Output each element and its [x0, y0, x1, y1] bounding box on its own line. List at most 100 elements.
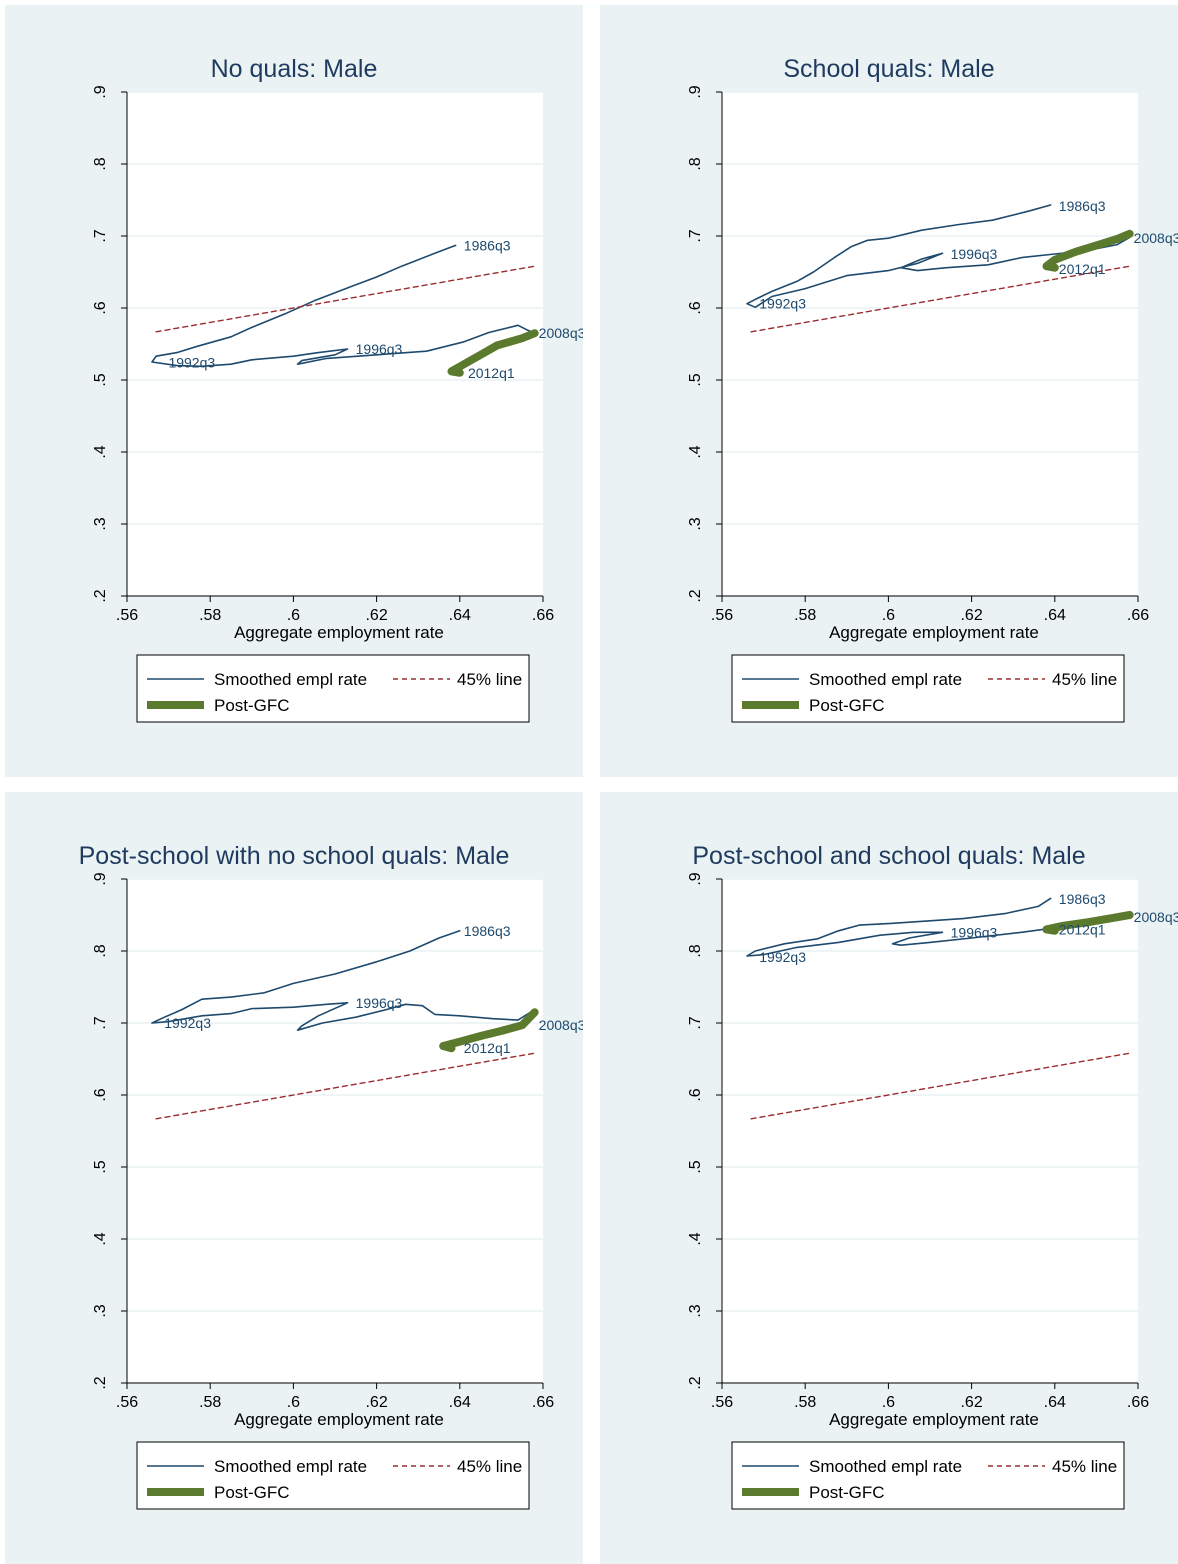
x-tick-label: .66	[532, 607, 554, 624]
legend-label-postgfc: Post-GFC	[214, 696, 290, 715]
point-label: 2012q1	[1059, 921, 1106, 937]
y-tick-label: .6	[92, 1088, 109, 1101]
legend-label-postgfc: Post-GFC	[809, 1483, 885, 1502]
chart-svg: .2 .3 .4 .5 .6 .7 .8 .9 .56 .58 .6 .62 .64 .66 Aggrega…	[687, 85, 1178, 723]
chart-panel-3: Post-school with no school quals: Male .…	[5, 792, 583, 1564]
y-tick-label: .6	[687, 301, 704, 314]
chart-title: No quals: Male	[210, 55, 378, 83]
point-label: 1996q3	[356, 995, 403, 1011]
chart-svg: .2 .3 .4 .5 .6 .7 .8 .9 .56 .58 .6 .62 .64 .66 Aggrega…	[687, 872, 1178, 1510]
legend-label-smoothed: Smoothed empl rate	[214, 670, 367, 689]
point-label: 1996q3	[356, 341, 403, 357]
chart-panel-2: School quals: Male .2 .3 .4 .5 .6 .7 .8 .9 .56 .5…	[600, 5, 1178, 777]
legend-box	[731, 1441, 1125, 1510]
x-tick-label: .58	[199, 1394, 221, 1411]
point-label: 2008q3	[539, 1017, 583, 1033]
y-tick-label: .6	[687, 1088, 704, 1101]
point-label: 1986q3	[1059, 198, 1106, 214]
line-45	[750, 1052, 1131, 1120]
smoothed-line	[151, 244, 536, 368]
legend-label-postgfc: Post-GFC	[809, 696, 885, 715]
y-tick-label: .4	[92, 1232, 109, 1245]
y-tick-label: .7	[92, 229, 109, 242]
x-tick-label: .58	[794, 607, 816, 624]
x-tick-label: .66	[1127, 607, 1149, 624]
legend-label-45: 45% line	[1052, 1457, 1117, 1476]
post-gfc-line	[1042, 229, 1134, 272]
y-tick-label: .8	[92, 944, 109, 957]
x-tick-label: .64	[1044, 1394, 1066, 1411]
point-label: 1992q3	[759, 949, 806, 965]
x-tick-label: .64	[449, 1394, 471, 1411]
y-tick-label: .5	[92, 373, 109, 386]
line-45	[155, 265, 536, 333]
plot-area	[127, 879, 543, 1383]
x-tick-label: .62	[365, 1394, 387, 1411]
point-label: 2008q3	[539, 325, 583, 341]
legend-box	[136, 1441, 530, 1510]
y-tick-label: .3	[92, 1304, 109, 1317]
x-tick-label: .56	[711, 607, 733, 624]
legend-label-smoothed: Smoothed empl rate	[809, 670, 962, 689]
point-label: 1992q3	[759, 296, 806, 312]
post-gfc-line	[1042, 911, 1134, 935]
y-tick-label: .9	[687, 85, 704, 98]
x-axis-label: Aggregate employment rate	[829, 1410, 1039, 1429]
x-tick-label: .56	[116, 607, 138, 624]
y-tick-label: .5	[687, 373, 704, 386]
x-tick-label: .64	[449, 607, 471, 624]
x-tick-label: .58	[199, 607, 221, 624]
x-tick-label: .62	[365, 607, 387, 624]
y-tick-label: .3	[687, 517, 704, 530]
chart-title: School quals: Male	[783, 55, 995, 83]
y-tick-label: .3	[687, 1304, 704, 1317]
post-gfc-line	[447, 329, 539, 377]
y-tick-label: .2	[92, 1376, 109, 1389]
point-label: 1996q3	[951, 246, 998, 262]
y-tick-label: .4	[687, 445, 704, 458]
y-tick-label: .4	[687, 1232, 704, 1245]
point-label: 2008q3	[1134, 909, 1178, 925]
y-tick-label: .9	[92, 872, 109, 885]
plot-area	[722, 879, 1138, 1383]
x-tick-label: .64	[1044, 607, 1066, 624]
line-45	[750, 265, 1131, 333]
smoothed-line	[746, 204, 1131, 309]
chart-svg: .2 .3 .4 .5 .6 .7 .8 .9 .56 .58 .6 .62 .64 .66 Aggrega…	[92, 85, 583, 723]
y-tick-label: .2	[687, 1376, 704, 1389]
x-tick-label: .6	[882, 607, 895, 624]
plot-area	[722, 92, 1138, 596]
smoothed-line	[151, 930, 532, 1031]
y-tick-label: .7	[687, 229, 704, 242]
y-tick-label: .2	[92, 589, 109, 602]
y-tick-label: .4	[92, 445, 109, 458]
point-label: 2012q1	[468, 365, 515, 381]
legend-label-45: 45% line	[1052, 670, 1117, 689]
y-tick-label: .5	[687, 1160, 704, 1173]
legend-box	[731, 654, 1125, 723]
x-tick-label: .62	[960, 1394, 982, 1411]
legend-label-postgfc: Post-GFC	[214, 1483, 290, 1502]
y-tick-label: .6	[92, 301, 109, 314]
x-axis-label: Aggregate employment rate	[234, 1410, 444, 1429]
legend-box	[136, 654, 530, 723]
legend-label-45: 45% line	[457, 670, 522, 689]
y-tick-label: .8	[687, 157, 704, 170]
y-tick-label: .9	[687, 872, 704, 885]
point-label: 1986q3	[464, 237, 511, 253]
line-45	[155, 1052, 536, 1120]
y-tick-label: .8	[92, 157, 109, 170]
y-tick-label: .9	[92, 85, 109, 98]
y-tick-label: .3	[92, 517, 109, 530]
x-axis-label: Aggregate employment rate	[234, 623, 444, 642]
smoothed-line	[746, 897, 1131, 957]
point-label: 2012q1	[464, 1040, 511, 1056]
x-tick-label: .6	[287, 1394, 300, 1411]
chart-title: Post-school with no school quals: Male	[78, 842, 510, 870]
x-tick-label: .56	[116, 1394, 138, 1411]
legend-label-45: 45% line	[457, 1457, 522, 1476]
y-tick-label: .7	[92, 1016, 109, 1029]
y-tick-label: .5	[92, 1160, 109, 1173]
chart-svg: .2 .3 .4 .5 .6 .7 .8 .9 .56 .58 .6 .62 .64 .66 Aggrega…	[92, 872, 583, 1510]
x-axis-label: Aggregate employment rate	[829, 623, 1039, 642]
